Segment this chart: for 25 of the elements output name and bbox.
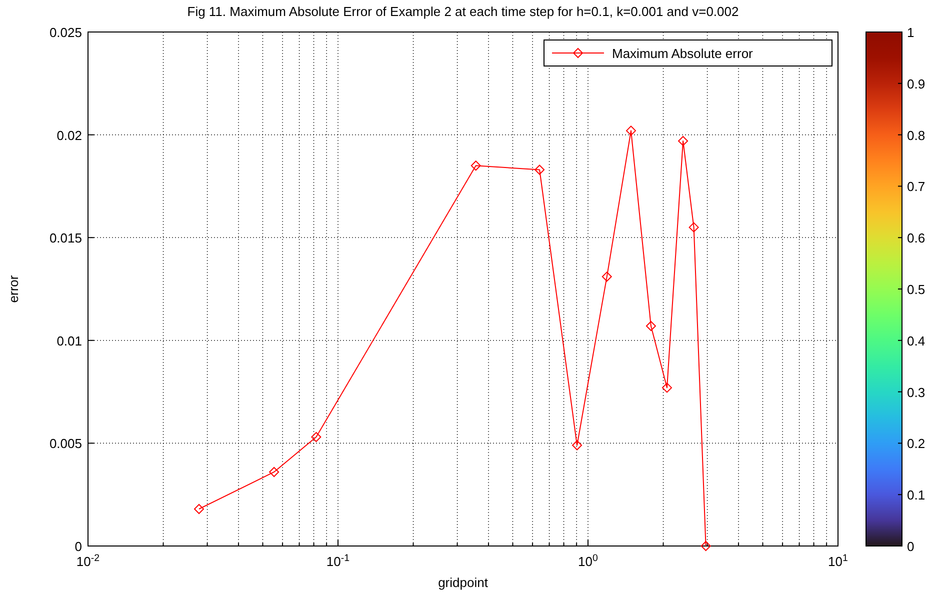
x-tick-label: 10$^{1}$: [828, 552, 848, 569]
color-bar-label: 0.4: [907, 333, 926, 348]
color-bar-label: 0.3: [907, 384, 926, 400]
color-bar-label: 1: [907, 25, 914, 40]
color-bar-label: 0.2: [907, 436, 926, 452]
color-bar-label: 0.5: [907, 282, 926, 297]
color-bar-label: 0.6: [907, 230, 926, 246]
y-tick-label: 0.02: [56, 128, 82, 143]
y-tick-label: 0.005: [49, 436, 82, 452]
x-tick-label: 10$^{-2}$: [76, 552, 100, 569]
x-axis-title: gridpoint: [438, 575, 488, 590]
y-tick-label: 0.015: [49, 230, 82, 246]
y-axis-title: error: [6, 274, 21, 303]
color-bar-label: 0.8: [907, 128, 926, 143]
chart-title: Fig 11. Maximum Absolute Error of Example 2 at each time step for h=0.1, k=0.001 and v=0.002: [187, 4, 739, 19]
color-bar-label: 0.9: [907, 76, 926, 92]
y-tick-label: 0.01: [56, 333, 82, 348]
y-tick-label: 0.025: [49, 25, 82, 40]
legend-label: Maximum Absolute error: [612, 46, 754, 61]
x-tick-label: 10$^{0}$: [578, 552, 599, 569]
color-bar-label: 0: [907, 539, 914, 554]
x-tick-label: 10$^{-1}$: [326, 552, 350, 569]
color-bar-label: 0.7: [907, 179, 926, 194]
color-bar-label: 0.1: [907, 488, 926, 503]
y-tick-label: 0: [74, 539, 82, 554]
